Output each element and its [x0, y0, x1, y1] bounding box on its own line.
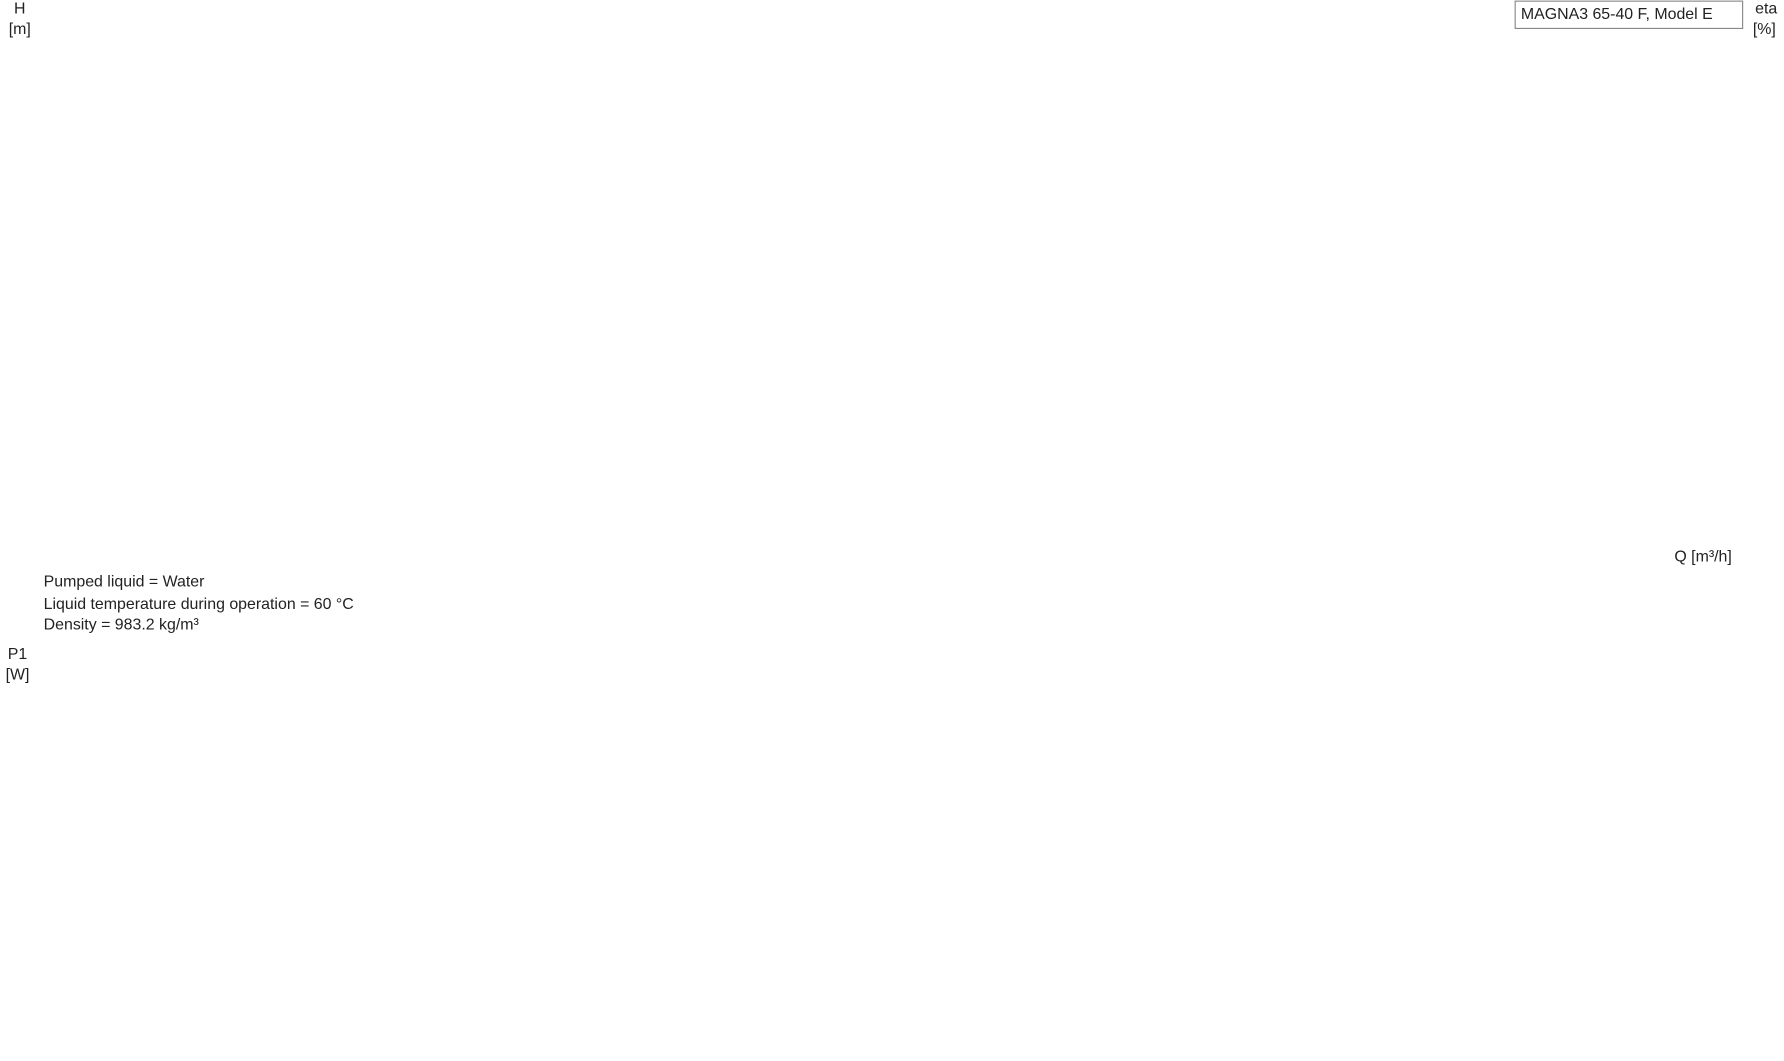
note: Pumped liquid = Water	[44, 573, 205, 590]
y-axis-unit: [m]	[9, 21, 31, 38]
y2-axis-label: eta	[1755, 0, 1777, 17]
y-axis-unit: [W]	[6, 667, 30, 684]
y2-axis-unit: [%]	[1753, 21, 1776, 38]
x-axis-label: Q [m³/h]	[1674, 548, 1731, 565]
note: Liquid temperature during operation = 60…	[44, 596, 354, 613]
note: Density = 983.2 kg/m³	[44, 617, 199, 634]
title-box	[1514, 0, 1744, 29]
text-layer: H [m] eta [%] Q [m³/h] MAGNA3 65-40 F, M…	[6, 0, 1778, 683]
chart-title: MAGNA3 65-40 F, Model E	[1521, 6, 1713, 23]
y-axis-label: P1	[8, 646, 28, 663]
y-axis-label: H	[14, 0, 25, 17]
